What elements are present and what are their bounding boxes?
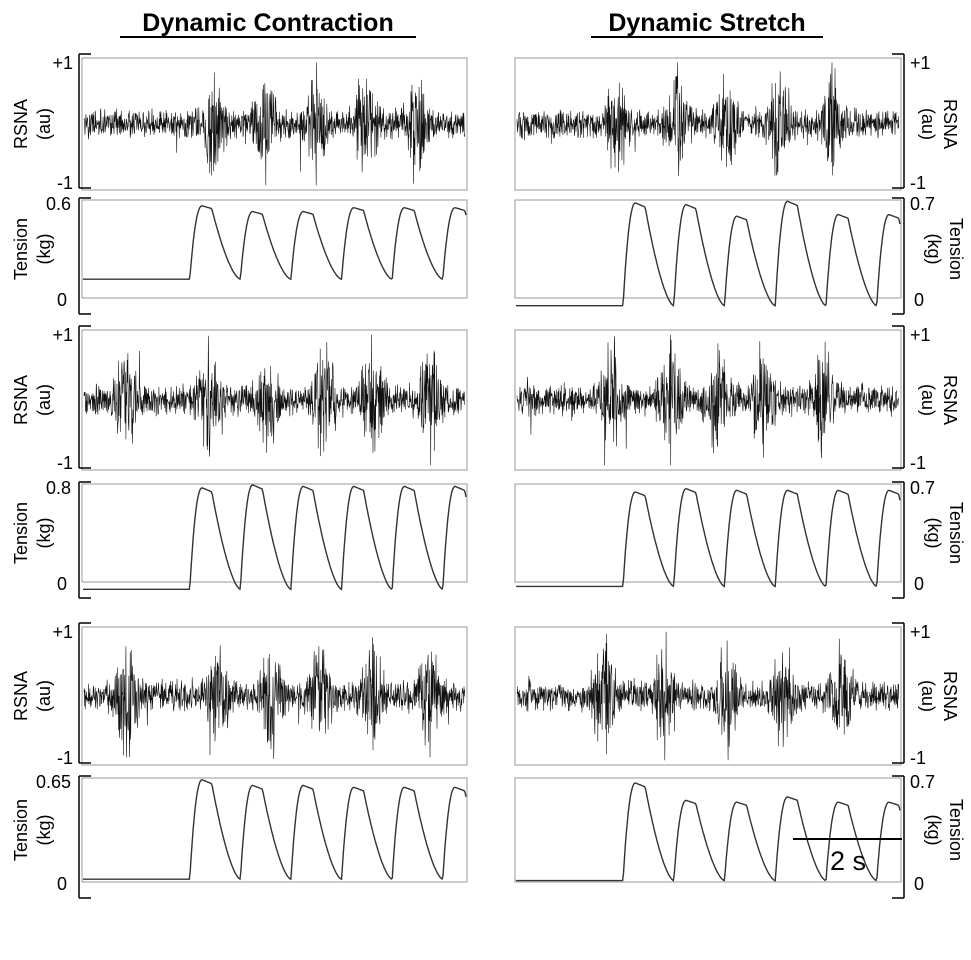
tension-trace	[516, 782, 901, 882]
rsna-trace	[83, 637, 465, 759]
rsna-ylabel: RSNA	[940, 671, 960, 721]
tension-tick-label-bottom: 0	[57, 874, 67, 894]
tension-ylabel-unit: (kg)	[924, 815, 944, 846]
tension-ylabel-unit: (kg)	[34, 815, 54, 846]
tension-panel-frame	[81, 483, 468, 583]
tension-ylabel: Tension	[11, 799, 31, 861]
rsna-ylabel: RSNA	[940, 99, 960, 149]
rsna-panel-frame	[81, 57, 468, 191]
rsna-panel-frame	[514, 57, 902, 191]
rsna-trace	[83, 334, 465, 466]
rsna-tick-label-bottom: -1	[910, 173, 926, 193]
rsna-ylabel-unit: (au)	[918, 680, 938, 712]
rsna-ylabel: RSNA	[940, 375, 960, 425]
rsna-tick-label-bottom: -1	[910, 748, 926, 768]
rsna-trace	[516, 631, 899, 761]
rsna-tick-label-top: +1	[52, 53, 73, 73]
tension-tick-label-top: 0.7	[910, 772, 935, 792]
tension-ylabel-unit: (kg)	[34, 234, 54, 265]
rsna-trace	[83, 62, 465, 186]
rsna-tick-label-top: +1	[910, 53, 931, 73]
tension-tick-label-top: 0.8	[46, 478, 71, 498]
tension-tick-label-bottom: 0	[914, 290, 924, 310]
tension-tick-label-top: 0.7	[910, 194, 935, 214]
tension-trace	[83, 484, 467, 591]
rsna-ylabel-unit: (au)	[34, 680, 54, 712]
scale-bar-label: 2 s	[830, 846, 866, 876]
column-title-contraction: Dynamic Contraction	[142, 9, 393, 37]
tension-panel-frame	[81, 199, 468, 299]
tension-tick-label-bottom: 0	[57, 290, 67, 310]
rsna-panel-frame	[81, 626, 468, 766]
tension-tick-label-bottom: 0	[914, 874, 924, 894]
rsna-panel-frame	[514, 626, 902, 766]
tension-ylabel-unit: (kg)	[34, 518, 54, 549]
rsna-tick-label-top: +1	[52, 325, 73, 345]
rsna-panel-frame	[514, 329, 902, 471]
rsna-ylabel-unit: (au)	[918, 384, 938, 416]
tension-panel-frame	[514, 483, 902, 583]
tension-trace	[516, 200, 901, 307]
rsna-ylabel: RSNA	[11, 99, 31, 149]
tension-tick-label-bottom: 0	[914, 574, 924, 594]
tension-ylabel-unit: (kg)	[924, 234, 944, 265]
tension-tick-label-top: 0.6	[46, 194, 71, 214]
rsna-tick-label-top: +1	[910, 325, 931, 345]
tension-panel-frame	[514, 199, 902, 299]
tension-tick-label-bottom: 0	[57, 574, 67, 594]
tension-ylabel: Tension	[946, 218, 966, 280]
column-title-stretch: Dynamic Stretch	[608, 9, 805, 37]
tension-tick-label-top: 0.65	[36, 772, 71, 792]
tension-ylabel: Tension	[11, 502, 31, 564]
rsna-ylabel: RSNA	[11, 375, 31, 425]
tension-ylabel-unit: (kg)	[924, 518, 944, 549]
rsna-tick-label-bottom: -1	[57, 453, 73, 473]
rsna-trace	[516, 62, 899, 176]
tension-trace	[83, 205, 467, 281]
rsna-ylabel-unit: (au)	[34, 108, 54, 140]
rsna-ylabel-unit: (au)	[34, 384, 54, 416]
rsna-tick-label-bottom: -1	[57, 173, 73, 193]
tension-ylabel: Tension	[11, 218, 31, 280]
tension-ylabel: Tension	[946, 799, 966, 861]
rsna-panel-frame	[81, 329, 468, 471]
tension-trace	[516, 487, 901, 588]
tension-trace	[83, 779, 467, 881]
tension-tick-label-top: 0.7	[910, 478, 935, 498]
rsna-trace	[516, 334, 899, 466]
tension-panel-frame	[81, 777, 468, 883]
rsna-ylabel-unit: (au)	[918, 108, 938, 140]
rsna-tick-label-bottom: -1	[57, 748, 73, 768]
tension-ylabel: Tension	[946, 502, 966, 564]
rsna-tick-label-top: +1	[52, 622, 73, 642]
rsna-ylabel: RSNA	[11, 671, 31, 721]
rsna-tick-label-top: +1	[910, 622, 931, 642]
rsna-tick-label-bottom: -1	[910, 453, 926, 473]
tension-panel-frame	[514, 777, 902, 883]
